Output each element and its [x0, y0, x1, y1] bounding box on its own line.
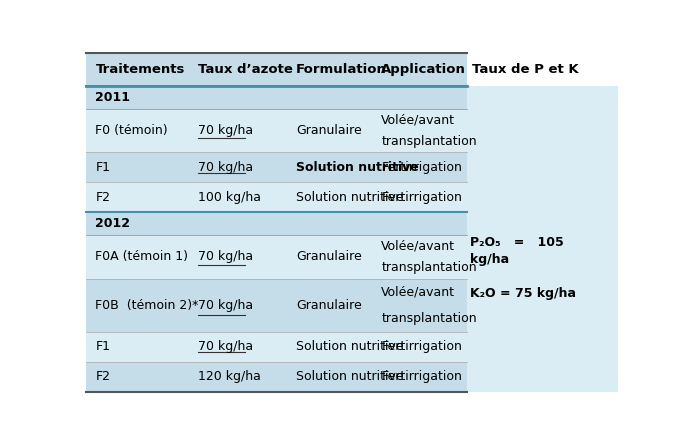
Text: Volée/avant: Volée/avant — [381, 239, 455, 253]
Text: 70 kg/ha: 70 kg/ha — [198, 161, 253, 174]
Text: Granulaire: Granulaire — [296, 250, 362, 264]
Text: 70 kg/ha: 70 kg/ha — [198, 250, 253, 264]
Text: transplantation: transplantation — [381, 261, 477, 275]
Bar — [466, 53, 618, 85]
Text: P₂O₅   =   105: P₂O₅ = 105 — [471, 236, 564, 249]
Bar — [86, 153, 466, 182]
Text: K₂O = 75 kg/ha: K₂O = 75 kg/ha — [471, 287, 576, 300]
Text: 70 kg/ha: 70 kg/ha — [198, 341, 253, 353]
Text: Fertirrigation: Fertirrigation — [381, 370, 462, 383]
Text: Volée/avant: Volée/avant — [381, 286, 455, 299]
Text: Application: Application — [381, 62, 466, 76]
Text: Traitements: Traitements — [95, 62, 185, 76]
Text: Solution nutritive: Solution nutritive — [296, 370, 404, 383]
Text: Taux d’azote: Taux d’azote — [198, 62, 293, 76]
Bar — [86, 332, 466, 362]
Text: 2012: 2012 — [95, 217, 131, 230]
Text: Solution nutritive: Solution nutritive — [296, 161, 419, 174]
Bar — [86, 212, 466, 235]
Text: Granulaire: Granulaire — [296, 299, 362, 312]
Text: Solution nutritive: Solution nutritive — [296, 191, 404, 204]
Text: F0 (témoin): F0 (témoin) — [95, 124, 168, 137]
Text: F2: F2 — [95, 191, 111, 204]
Text: transplantation: transplantation — [381, 312, 477, 325]
Text: 120 kg/ha: 120 kg/ha — [198, 370, 260, 383]
Text: F2: F2 — [95, 370, 111, 383]
Text: Fertirrigation: Fertirrigation — [381, 161, 462, 174]
Text: F1: F1 — [95, 161, 111, 174]
Text: Taux de P et K: Taux de P et K — [472, 62, 578, 76]
Text: Solution nutritive: Solution nutritive — [296, 341, 404, 353]
Bar — [86, 53, 466, 85]
Text: 70 kg/ha: 70 kg/ha — [198, 124, 253, 137]
Text: Granulaire: Granulaire — [296, 124, 362, 137]
Text: F0A (témoin 1): F0A (témoin 1) — [95, 250, 188, 264]
Bar — [86, 182, 466, 212]
Bar — [86, 85, 466, 109]
Text: Formulation: Formulation — [296, 62, 387, 76]
Text: transplantation: transplantation — [381, 135, 477, 148]
Text: Fertirrigation: Fertirrigation — [381, 191, 462, 204]
Bar — [86, 362, 466, 392]
Text: Volée/avant: Volée/avant — [381, 113, 455, 126]
Text: F1: F1 — [95, 341, 111, 353]
Text: 70 kg/ha: 70 kg/ha — [198, 299, 253, 312]
Text: kg/ha: kg/ha — [471, 253, 510, 266]
Bar — [86, 279, 466, 332]
Text: F0B  (témoin 2)*: F0B (témoin 2)* — [95, 299, 199, 312]
Bar — [86, 235, 466, 279]
Text: Fertirrigation: Fertirrigation — [381, 341, 462, 353]
Text: 100 kg/ha: 100 kg/ha — [198, 191, 260, 204]
Bar — [86, 109, 466, 153]
Text: 2011: 2011 — [95, 91, 131, 103]
